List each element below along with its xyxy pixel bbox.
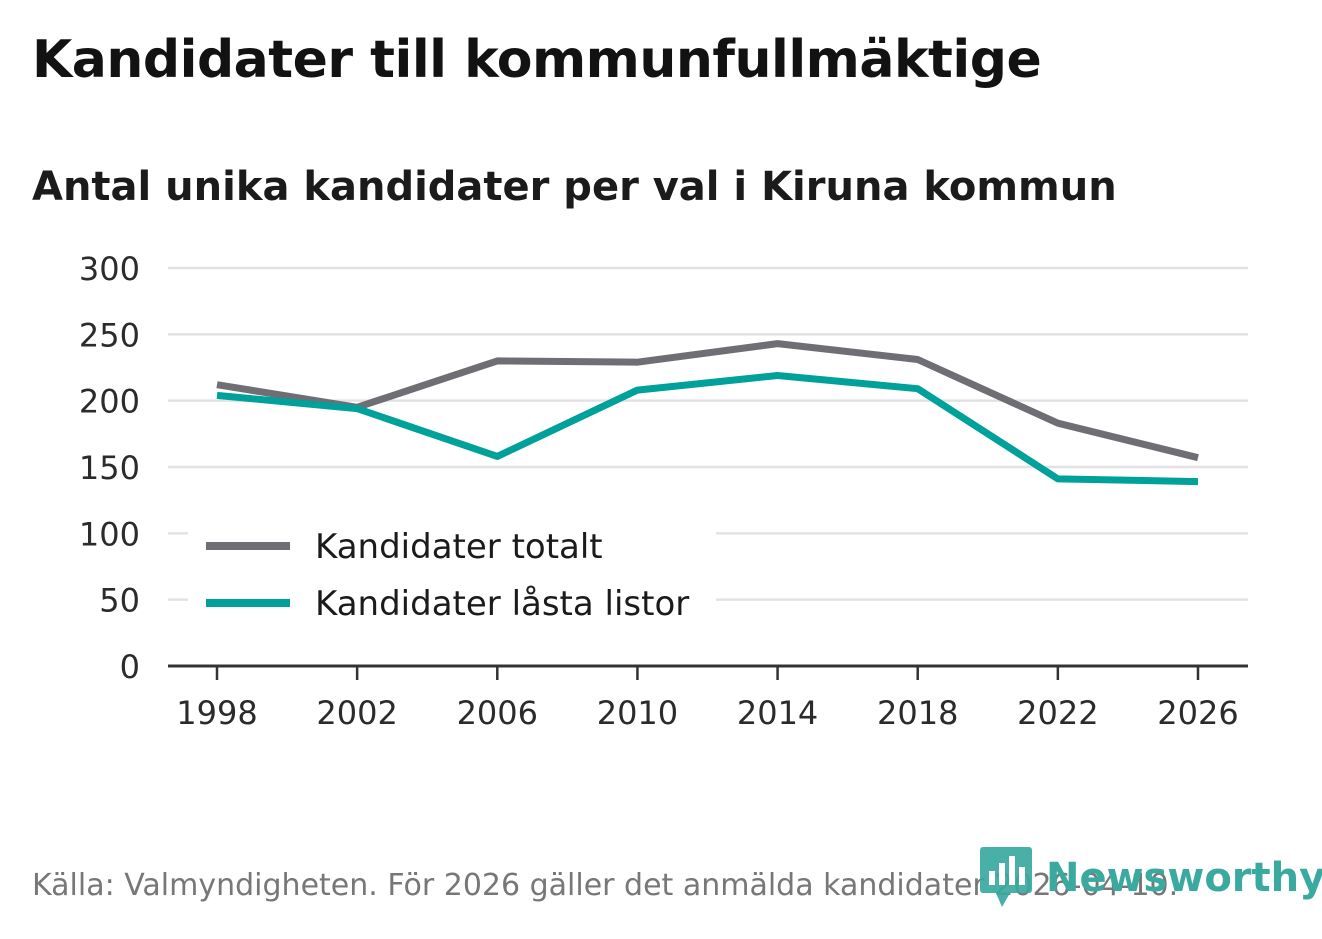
y-axis-ticks: 0 50 100 150 200 250 300 <box>79 250 140 686</box>
x-axis: 1998 2002 2006 2010 2014 2018 2022 2026 <box>168 664 1248 732</box>
x-tick-label: 2026 <box>1157 694 1238 732</box>
x-tick-label: 1998 <box>176 694 257 732</box>
y-tick-label: 200 <box>79 383 140 421</box>
brand-logo: Newsworthy <box>980 846 1322 910</box>
series-lines <box>216 340 1199 486</box>
y-tick-label: 300 <box>79 250 140 288</box>
chart-title: Kandidater till kommunfullmäktige <box>32 30 1042 90</box>
y-tick-label: 250 <box>79 316 140 354</box>
newsworthy-logo-icon <box>980 847 1032 907</box>
series-line-kandidater-totalt <box>216 340 1199 462</box>
legend-label: Kandidater totalt <box>315 527 603 567</box>
legend: Kandidater totalt Kandidater låsta listor <box>188 512 716 642</box>
legend-label: Kandidater låsta listor <box>315 584 689 624</box>
legend-background <box>188 512 716 642</box>
y-tick-label: 100 <box>79 515 140 553</box>
x-tick-label: 2022 <box>1017 694 1098 732</box>
brand-name: Newsworthy <box>1046 855 1322 901</box>
x-tick-label: 2010 <box>597 694 678 732</box>
x-tick-label: 2002 <box>316 694 397 732</box>
x-tick-label: 2018 <box>877 694 958 732</box>
series-line-kandidater-lasta-listor <box>216 372 1199 486</box>
y-tick-label: 150 <box>79 449 140 487</box>
chart-subtitle: Antal unika kandidater per val i Kiruna … <box>32 164 1117 210</box>
y-tick-label: 0 <box>120 648 140 686</box>
y-tick-label: 50 <box>99 582 140 620</box>
x-tick-label: 2014 <box>737 694 818 732</box>
x-tick-label: 2006 <box>457 694 538 732</box>
